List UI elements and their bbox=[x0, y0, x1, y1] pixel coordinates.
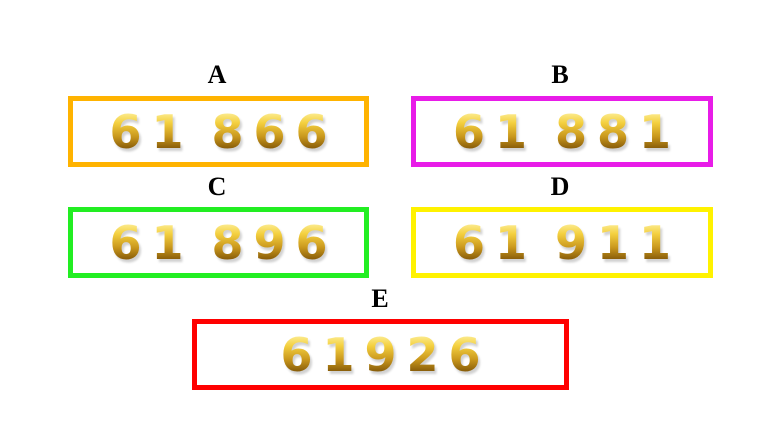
digit: 1 bbox=[147, 220, 189, 266]
digit: 6 bbox=[105, 109, 147, 155]
label-a: A bbox=[207, 60, 227, 89]
digit: 6 bbox=[448, 109, 490, 155]
digit: 8 bbox=[592, 109, 634, 155]
digit: 1 bbox=[147, 109, 189, 155]
label-e: E bbox=[371, 284, 389, 313]
label-b: B bbox=[551, 60, 569, 89]
digit: 6 bbox=[276, 332, 318, 378]
digit: 6 bbox=[249, 109, 291, 155]
digit: 6 bbox=[291, 109, 333, 155]
digit: 1 bbox=[634, 109, 676, 155]
digit: 1 bbox=[592, 220, 634, 266]
digit: 6 bbox=[444, 332, 486, 378]
digit: 1 bbox=[634, 220, 676, 266]
digit: 1 bbox=[490, 220, 532, 266]
digit: 1 bbox=[318, 332, 360, 378]
digit: 9 bbox=[360, 332, 402, 378]
digit: 8 bbox=[550, 109, 592, 155]
digit: 6 bbox=[291, 220, 333, 266]
label-c: C bbox=[207, 172, 227, 201]
digit: 6 bbox=[448, 220, 490, 266]
digit: 8 bbox=[207, 220, 249, 266]
digit: 9 bbox=[550, 220, 592, 266]
digit: 1 bbox=[490, 109, 532, 155]
digit: 9 bbox=[249, 220, 291, 266]
digit: 8 bbox=[207, 109, 249, 155]
digit: 6 bbox=[105, 220, 147, 266]
digit: 2 bbox=[402, 332, 444, 378]
label-d: D bbox=[550, 172, 570, 201]
